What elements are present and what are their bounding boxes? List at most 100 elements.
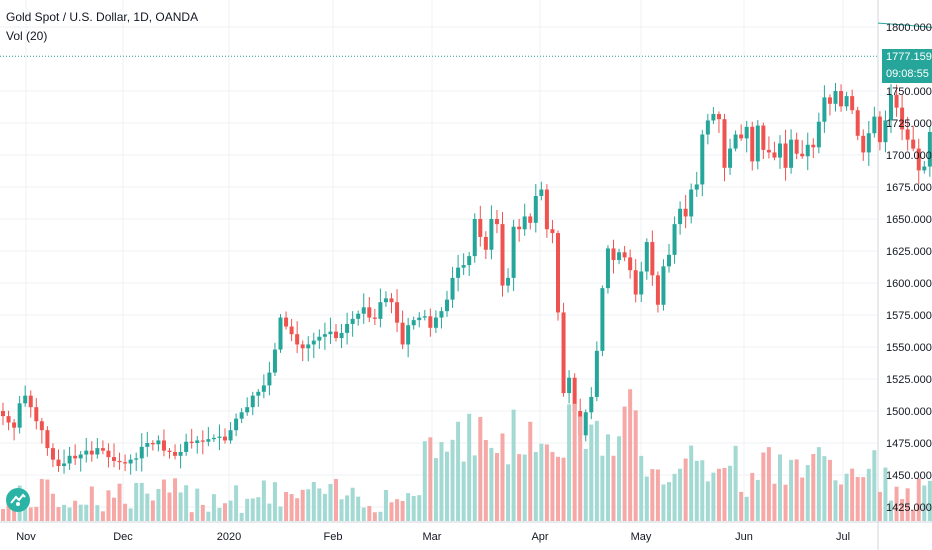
candle-body[interactable] (728, 148, 733, 168)
candle-body[interactable] (322, 334, 327, 337)
candle-body[interactable] (628, 257, 633, 271)
candle-body[interactable] (467, 256, 472, 266)
candle-body[interactable] (483, 236, 488, 250)
candle-body[interactable] (694, 184, 699, 190)
candle-body[interactable] (123, 462, 128, 464)
candle-body[interactable] (417, 317, 422, 321)
candle-body[interactable] (683, 208, 688, 217)
candle-body[interactable] (739, 134, 744, 139)
candle-body[interactable] (334, 331, 338, 339)
candle-body[interactable] (905, 129, 910, 140)
candle-body[interactable] (206, 439, 211, 442)
candle-body[interactable] (89, 450, 94, 455)
candle-body[interactable] (506, 277, 511, 286)
candle-body[interactable] (705, 120, 710, 135)
candle-body[interactable] (700, 134, 705, 185)
candle-body[interactable] (733, 134, 738, 149)
candle-body[interactable] (145, 443, 150, 447)
candle-body[interactable] (383, 298, 388, 303)
candle-body[interactable] (655, 275, 660, 305)
candle-body[interactable] (278, 317, 283, 350)
candle-body[interactable] (284, 317, 289, 327)
candle-body[interactable] (805, 144, 810, 157)
candle-body[interactable] (766, 149, 771, 153)
candle-body[interactable] (211, 437, 216, 440)
candle-body[interactable] (850, 96, 855, 111)
candle-body[interactable] (389, 298, 394, 303)
candle-body[interactable] (361, 307, 366, 314)
candle-body[interactable] (872, 116, 877, 134)
candle-body[interactable] (877, 116, 882, 143)
candle-body[interactable] (611, 248, 616, 260)
candle-body[interactable] (439, 311, 444, 318)
candle-body[interactable] (267, 372, 272, 386)
candle-body[interactable] (256, 391, 261, 396)
candle-body[interactable] (544, 189, 549, 230)
candle-body[interactable] (395, 302, 400, 323)
candle-body[interactable] (883, 120, 888, 143)
candle-body[interactable] (378, 302, 383, 319)
candle-body[interactable] (472, 219, 477, 257)
candle-body[interactable] (67, 455, 72, 464)
candle-body[interactable] (128, 459, 133, 464)
candle-body[interactable] (167, 450, 172, 452)
candle-body[interactable] (100, 448, 105, 451)
candle-body[interactable] (778, 143, 782, 158)
candle-body[interactable] (272, 349, 277, 373)
candle-body[interactable] (56, 459, 61, 467)
candle-body[interactable] (422, 316, 427, 318)
candle-body[interactable] (894, 94, 899, 108)
candle-body[interactable] (289, 326, 294, 335)
candle-body[interactable] (17, 403, 22, 428)
candle-body[interactable] (750, 126, 755, 162)
candle-body[interactable] (217, 436, 222, 438)
candle-body[interactable] (900, 107, 905, 130)
candle-body[interactable] (528, 216, 533, 223)
candle-body[interactable] (50, 448, 55, 460)
candle-body[interactable] (234, 418, 239, 431)
candle-body[interactable] (605, 248, 610, 289)
candle-body[interactable] (1, 411, 5, 417)
tradingview-logo-icon[interactable] (6, 488, 30, 512)
candle-body[interactable] (189, 441, 194, 443)
candle-body[interactable] (428, 316, 433, 328)
volume-indicator-label[interactable]: Vol (20) (6, 29, 48, 43)
candle-body[interactable] (239, 412, 244, 419)
candle-body[interactable] (539, 189, 544, 196)
candle-body[interactable] (822, 97, 827, 122)
candle-body[interactable] (644, 242, 649, 272)
candle-body[interactable] (789, 139, 794, 168)
candle-body[interactable] (78, 454, 83, 459)
candle-body[interactable] (39, 421, 44, 431)
candle-body[interactable] (456, 267, 461, 278)
candle-body[interactable] (34, 407, 39, 422)
candle-body[interactable] (156, 440, 161, 445)
candle-body[interactable] (911, 139, 916, 149)
candle-body[interactable] (755, 125, 760, 162)
candle-body[interactable] (195, 440, 200, 443)
candle-body[interactable] (855, 110, 860, 136)
candle-body[interactable] (433, 317, 438, 328)
candle-body[interactable] (12, 422, 17, 428)
candle-body[interactable] (639, 271, 644, 295)
candle-body[interactable] (667, 254, 671, 267)
candle-body[interactable] (23, 395, 28, 404)
candle-body[interactable] (411, 320, 416, 326)
candle-body[interactable] (567, 377, 572, 394)
candle-body[interactable] (228, 430, 233, 441)
candle-body[interactable] (650, 242, 655, 276)
candle-body[interactable] (150, 443, 155, 445)
candle-body[interactable] (200, 440, 205, 442)
candle-body[interactable] (62, 463, 67, 467)
candle-body[interactable] (339, 332, 344, 339)
candle-body[interactable] (550, 229, 555, 234)
candle-body[interactable] (916, 148, 921, 171)
candle-body[interactable] (794, 139, 799, 154)
candle-body[interactable] (84, 450, 89, 455)
candle-body[interactable] (827, 97, 832, 104)
candle-body[interactable] (178, 451, 183, 456)
candle-body[interactable] (295, 334, 300, 345)
candle-body[interactable] (161, 440, 166, 451)
candle-body[interactable] (28, 395, 33, 408)
